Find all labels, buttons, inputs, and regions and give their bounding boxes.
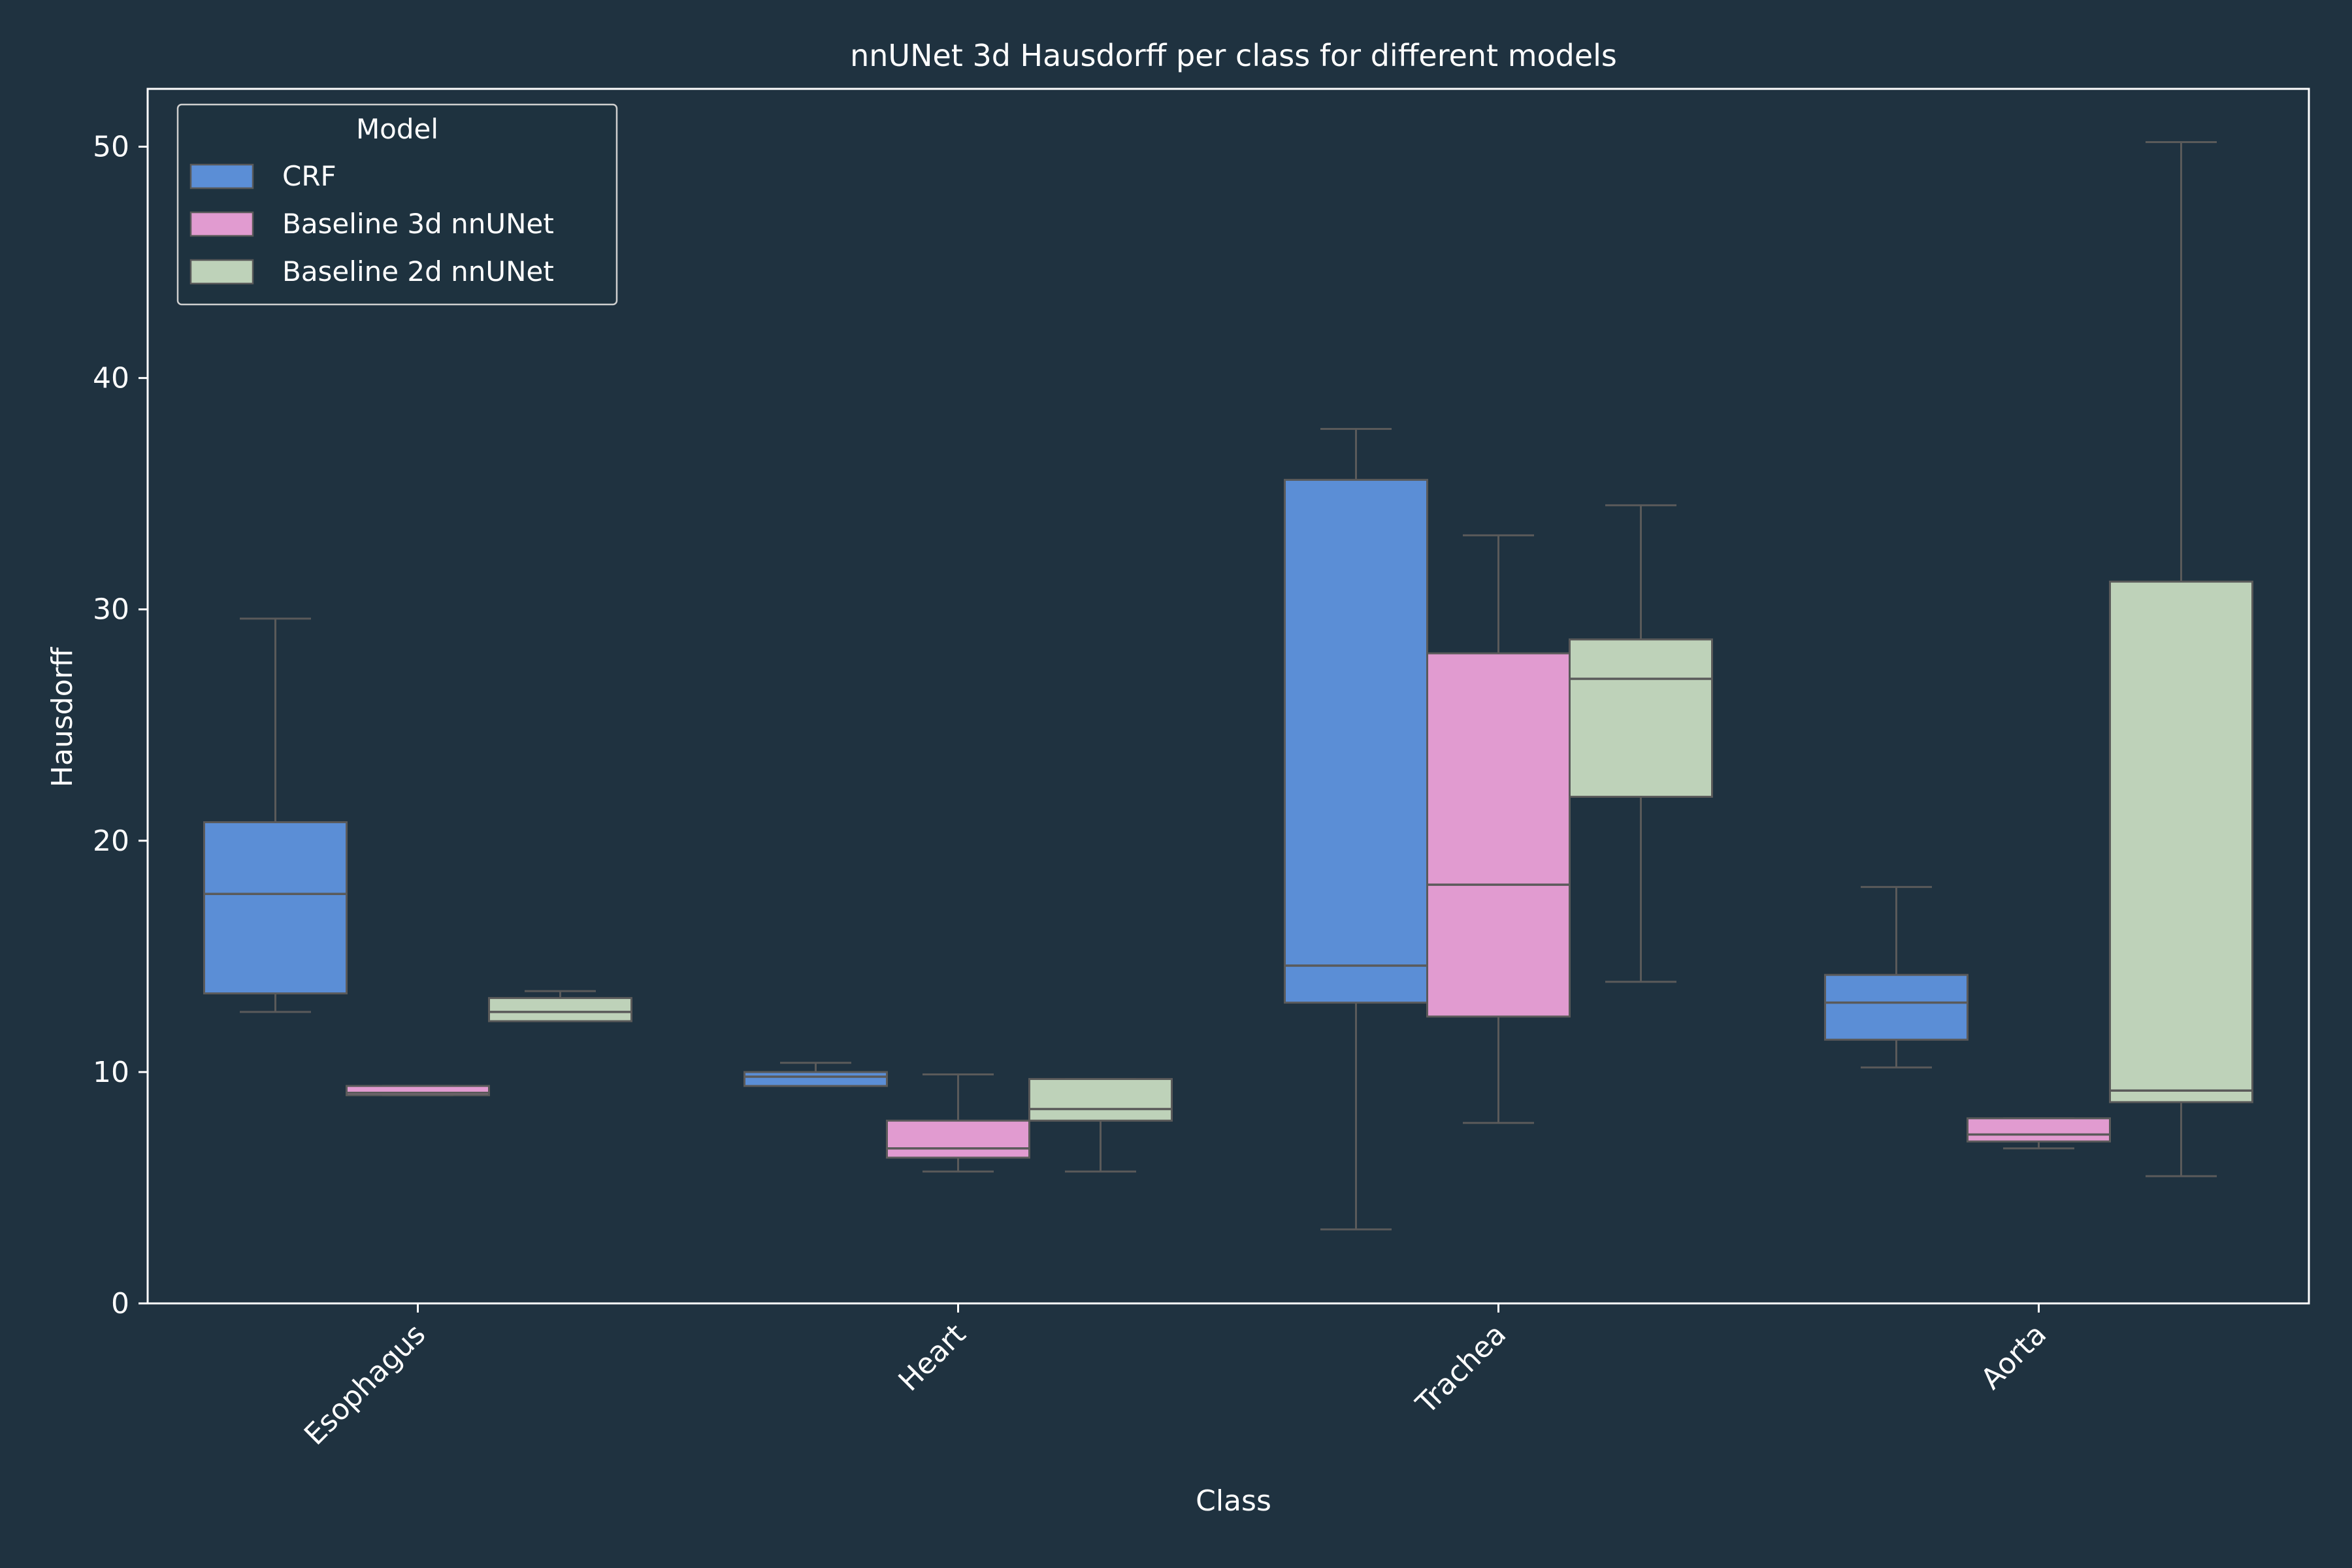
legend-swatch	[189, 211, 254, 237]
legend-title: Model	[356, 113, 438, 145]
y-tick-label: 10	[93, 1056, 129, 1089]
legend: Model CRF Baseline 3d nnUNet Baseline 2d nn…	[176, 103, 618, 306]
box-3-0	[1824, 886, 1968, 1069]
box-0-1	[346, 1085, 490, 1096]
iqr-box	[203, 821, 348, 995]
iqr-box	[1569, 638, 1713, 798]
iqr-box	[886, 1119, 1030, 1159]
box-1-0	[743, 1062, 888, 1087]
y-tick-label: 40	[93, 362, 129, 395]
legend-swatch	[189, 163, 254, 189]
iqr-box	[1426, 652, 1571, 1018]
box-1-1	[886, 1073, 1030, 1173]
box-2-1	[1426, 534, 1571, 1124]
y-tick-label: 0	[111, 1287, 129, 1320]
box-2-2	[1569, 504, 1713, 983]
chart-title: nnUNet 3d Hausdorff per class for differ…	[850, 38, 1617, 73]
box-1-2	[1028, 1078, 1173, 1173]
axes-frame	[146, 88, 2310, 1305]
y-tick-label: 20	[93, 825, 129, 858]
iqr-box	[488, 997, 632, 1022]
iqr-box	[1824, 973, 1968, 1041]
x-axis-label: Class	[1196, 1484, 1271, 1518]
iqr-box	[743, 1071, 888, 1087]
iqr-box	[2109, 580, 2253, 1103]
iqr-box	[1284, 478, 1428, 1004]
box-0-0	[203, 617, 348, 1013]
iqr-box	[1967, 1117, 2111, 1143]
legend-label: Baseline 3d nnUNet	[282, 208, 554, 240]
box-3-1	[1967, 1117, 2111, 1150]
box-3-2	[2109, 140, 2253, 1177]
legend-box	[176, 103, 618, 306]
legend-swatch	[189, 259, 254, 285]
y-tick-label: 50	[93, 131, 129, 164]
y-axis-label: Hausdorff	[46, 646, 79, 787]
box-0-2	[488, 990, 632, 1022]
y-tick-label: 30	[93, 593, 129, 627]
iqr-box	[1028, 1078, 1173, 1122]
legend-label: CRF	[282, 160, 336, 192]
legend-label: Baseline 2d nnUNet	[282, 255, 554, 287]
box-2-0	[1284, 428, 1428, 1231]
